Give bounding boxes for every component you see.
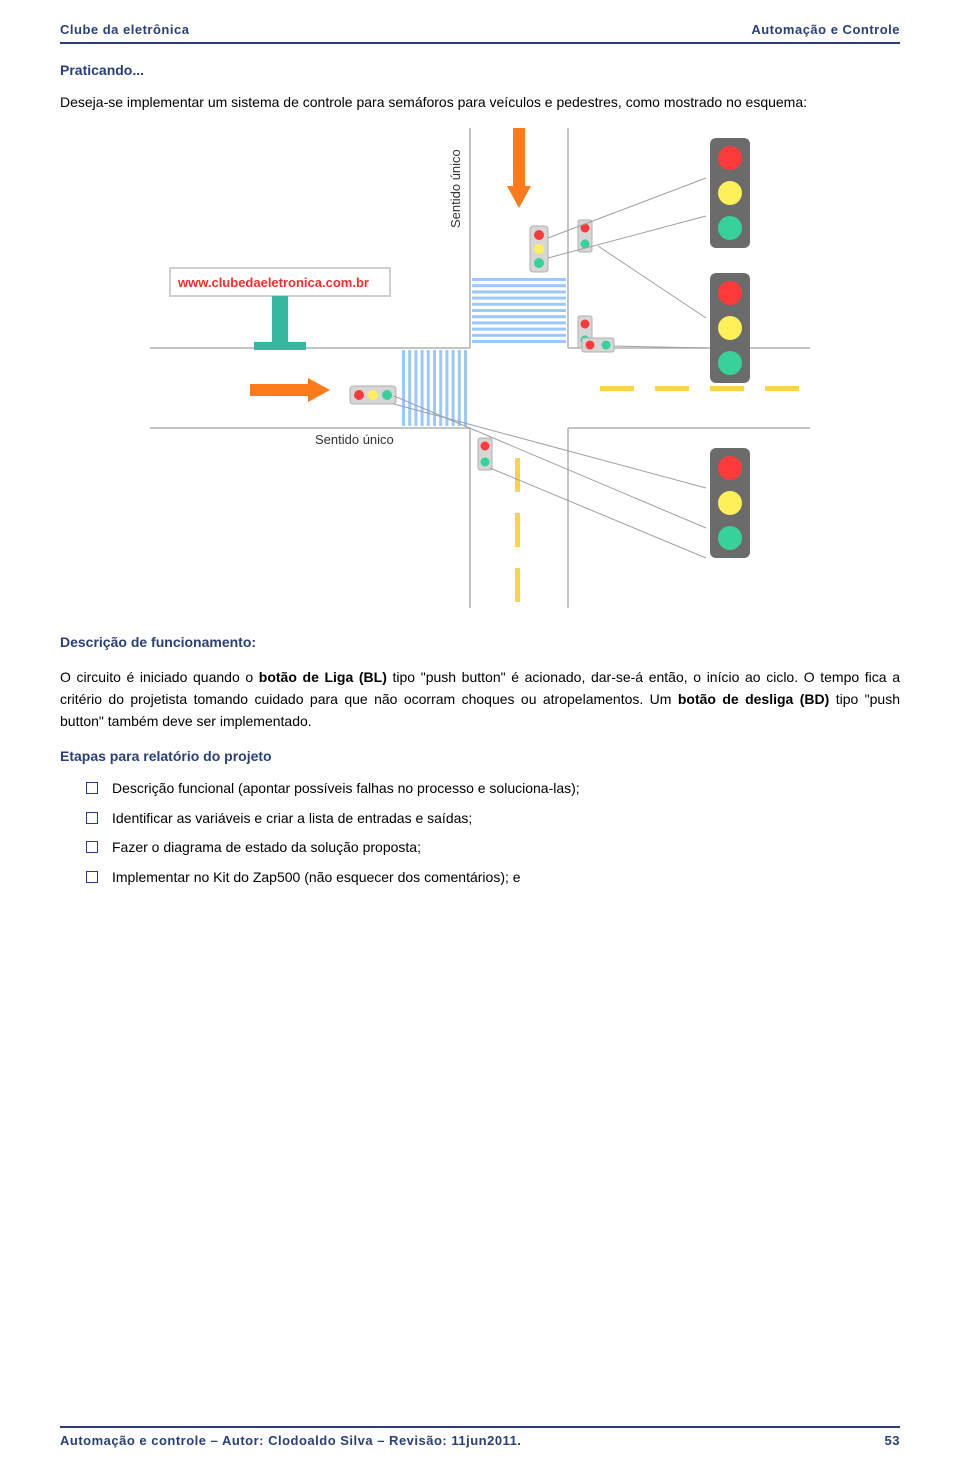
svg-text:Sentido único: Sentido único: [315, 432, 394, 447]
p1-bold-bd: botão de desliga (BD): [678, 691, 829, 707]
intro-paragraph: Deseja-se implementar um sistema de cont…: [60, 92, 900, 114]
footer-page-number: 53: [885, 1431, 900, 1451]
p1-pre: O circuito é iniciado quando o: [60, 669, 259, 685]
page-footer: Automação e controle – Autor: Clodoaldo …: [60, 1426, 900, 1451]
practicing-title: Praticando...: [60, 60, 900, 82]
footer-left: Automação e controle – Autor: Clodoaldo …: [60, 1431, 521, 1451]
svg-text:www.clubedaeletronica.com.br: www.clubedaeletronica.com.br: [177, 275, 369, 290]
list-item: Descrição funcional (apontar possíveis f…: [86, 778, 900, 800]
description-paragraph: Descrição de funcionamento:: [60, 632, 900, 654]
header-left: Clube da eletrônica: [60, 20, 189, 40]
svg-text:Sentido único: Sentido único: [448, 149, 463, 228]
paragraph-operation: O circuito é iniciado quando o botão de …: [60, 667, 900, 732]
header-right: Automação e Controle: [751, 20, 900, 40]
traffic-diagram: Sentido único Sentido único www.clubedaele…: [150, 128, 810, 608]
list-item: Implementar no Kit do Zap500 (não esquec…: [86, 867, 900, 889]
list-item: Identificar as variáveis e criar a lista…: [86, 808, 900, 830]
p1-bold-bl: botão de Liga (BL): [259, 669, 387, 685]
list-item: Fazer o diagrama de estado da solução pr…: [86, 837, 900, 859]
page-header: Clube da eletrônica Automação e Controle: [60, 20, 900, 44]
description-label: Descrição de funcionamento:: [60, 634, 256, 650]
etapas-title: Etapas para relatório do projeto: [60, 746, 900, 768]
etapas-list: Descrição funcional (apontar possíveis f…: [86, 778, 900, 889]
